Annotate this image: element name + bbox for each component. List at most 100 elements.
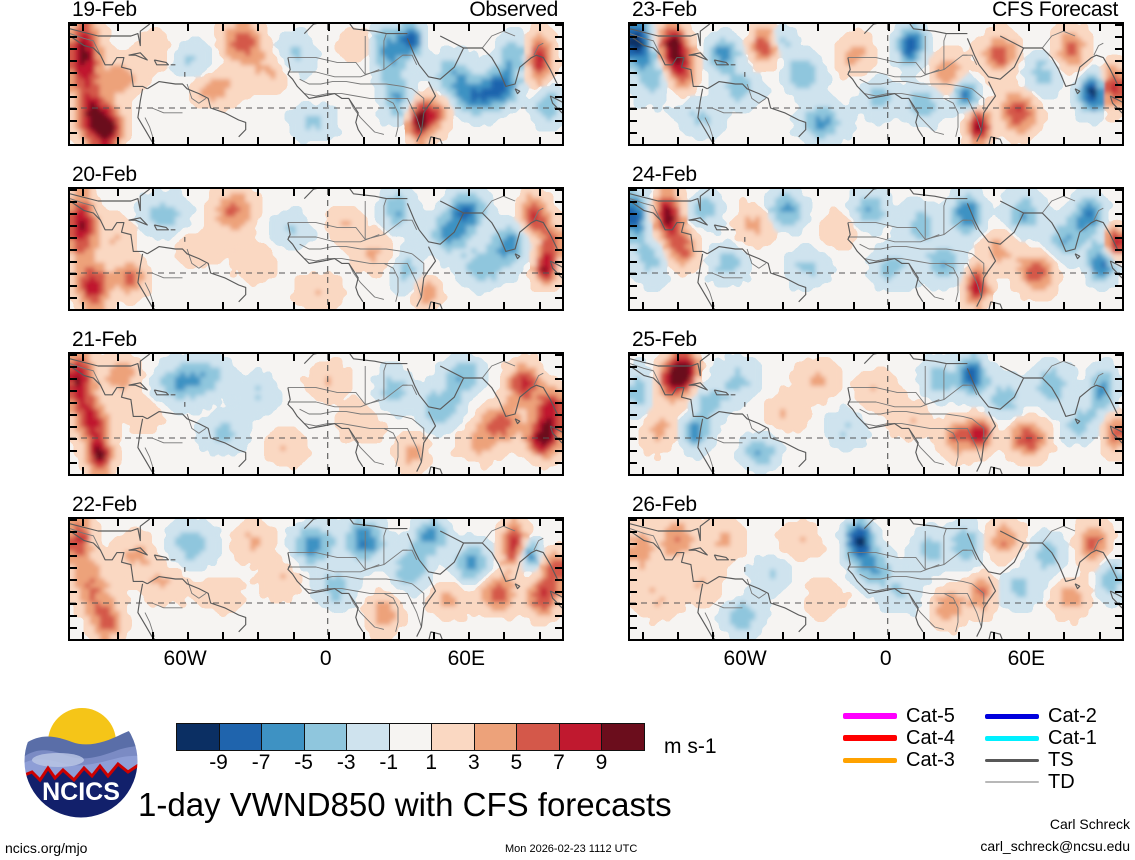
x-axis-tick <box>958 137 960 144</box>
y-axis-tick <box>1115 567 1122 569</box>
legend-item-cat-4: Cat-4 <box>843 727 955 749</box>
x-axis-tick <box>116 632 119 639</box>
x-axis-tick <box>712 24 714 31</box>
y-axis-tick <box>630 414 637 416</box>
x-axis-tick <box>503 189 506 196</box>
x-axis-tick <box>362 354 365 361</box>
x-axis-tick <box>782 24 785 31</box>
x-axis-tick <box>257 354 260 361</box>
x-axis-tick <box>676 24 679 31</box>
x-axis-tick <box>503 467 506 474</box>
y-axis-tick <box>555 603 562 605</box>
y-axis-tick <box>70 378 77 380</box>
y-axis-tick <box>555 144 562 146</box>
y-axis-tick <box>555 567 562 569</box>
x-axis-tick <box>292 632 295 639</box>
colorbar-tick-label: -1 <box>379 751 399 774</box>
y-axis-tick <box>1115 48 1122 50</box>
x-axis-tick <box>887 632 890 639</box>
y-axis-tick <box>1115 249 1122 251</box>
panel-date-label: 26-Feb <box>632 493 697 516</box>
legend-line-swatch <box>843 757 897 763</box>
x-axis-label: 60E <box>1007 647 1045 670</box>
anomaly-field <box>70 519 562 639</box>
x-axis-tick <box>993 519 996 526</box>
y-axis-tick <box>555 108 562 110</box>
x-axis-tick <box>782 189 785 196</box>
y-axis-tick <box>555 237 562 239</box>
x-axis-tick <box>712 189 714 196</box>
x-axis-tick <box>1063 189 1066 196</box>
x-axis-tick <box>1098 302 1101 309</box>
x-axis-tick <box>292 519 295 526</box>
author-name: Carl Schreck <box>1049 816 1130 832</box>
x-axis-tick <box>538 519 541 526</box>
x-axis-tick <box>292 354 295 361</box>
x-axis-tick <box>712 632 714 639</box>
y-axis-tick <box>555 96 562 98</box>
y-axis-tick <box>630 591 637 593</box>
x-axis-tick <box>993 24 996 31</box>
x-axis-tick <box>676 632 679 639</box>
x-axis-tick <box>468 189 471 196</box>
x-axis-tick <box>81 519 84 526</box>
x-axis-tick <box>152 137 154 144</box>
author-email[interactable]: carl_schreck@ncsu.edu <box>980 838 1130 854</box>
legend-line-swatch <box>985 758 1039 762</box>
x-axis-tick <box>712 137 714 144</box>
x-axis-tick <box>817 137 820 144</box>
legend-line-swatch <box>843 735 897 741</box>
x-axis-tick <box>747 189 750 196</box>
map-plot-area <box>628 22 1124 146</box>
colorbar-tick-label: -7 <box>251 751 271 774</box>
column-header-label: Observed <box>469 0 558 21</box>
x-axis-tick <box>327 519 330 526</box>
y-axis-tick <box>555 189 562 191</box>
y-axis-tick <box>70 297 77 299</box>
x-axis-tick <box>538 302 541 309</box>
y-axis-tick <box>70 72 77 74</box>
y-axis-tick <box>70 261 77 263</box>
site-link[interactable]: ncics.org/mjo <box>5 840 88 856</box>
timestamp: Mon 2026-02-23 1112 UTC <box>505 843 638 855</box>
x-axis-tick <box>327 189 330 196</box>
x-axis-tick <box>257 632 260 639</box>
x-axis-tick <box>433 302 436 309</box>
colorbar-cell <box>601 723 646 751</box>
anomaly-field <box>630 189 1122 309</box>
x-axis-tick <box>1098 24 1101 31</box>
x-axis-tick <box>852 189 855 196</box>
y-axis-tick <box>1115 309 1122 311</box>
y-axis-tick <box>555 531 562 533</box>
x-axis-tick <box>116 354 119 361</box>
y-axis-tick <box>1115 354 1122 356</box>
y-axis-tick <box>1115 24 1122 26</box>
x-axis-tick <box>222 189 225 196</box>
colorbar-cell <box>516 723 560 751</box>
x-axis-tick <box>292 24 295 31</box>
x-axis-tick <box>747 632 750 639</box>
x-axis-tick <box>676 137 679 144</box>
y-axis-tick <box>630 96 637 98</box>
x-axis-tick <box>1098 137 1101 144</box>
y-axis-tick <box>1115 438 1122 440</box>
y-axis-tick <box>630 474 637 476</box>
x-axis-tick <box>187 24 190 31</box>
x-axis-tick <box>468 467 471 474</box>
y-axis-tick <box>555 72 562 74</box>
x-axis-tick <box>747 137 750 144</box>
y-axis-tick <box>555 474 562 476</box>
x-axis-tick <box>187 354 190 361</box>
y-axis-tick <box>555 249 562 251</box>
y-axis-tick <box>70 144 77 146</box>
y-axis-tick <box>70 213 77 215</box>
x-axis-tick <box>676 354 679 361</box>
y-axis-tick <box>1115 273 1122 275</box>
x-axis-tick <box>152 519 154 526</box>
y-axis-tick <box>1115 378 1122 380</box>
x-axis-tick <box>922 189 925 196</box>
x-axis-tick <box>538 467 541 474</box>
y-axis-tick <box>70 519 77 521</box>
x-axis-tick <box>641 519 644 526</box>
x-axis-tick <box>887 137 890 144</box>
